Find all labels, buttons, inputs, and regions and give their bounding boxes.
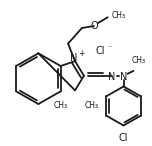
Text: CH₃: CH₃ xyxy=(131,56,146,65)
Text: CH₃: CH₃ xyxy=(54,101,68,110)
Text: Cl: Cl xyxy=(96,46,105,56)
Text: CH₃: CH₃ xyxy=(112,11,126,20)
Text: +: + xyxy=(78,49,84,58)
Text: O: O xyxy=(90,21,98,31)
Text: N: N xyxy=(70,53,78,63)
Text: N: N xyxy=(108,72,115,82)
Text: N: N xyxy=(120,72,127,82)
Text: CH₃: CH₃ xyxy=(85,101,99,110)
Text: Cl: Cl xyxy=(119,133,128,143)
Text: ⁻: ⁻ xyxy=(108,43,112,52)
